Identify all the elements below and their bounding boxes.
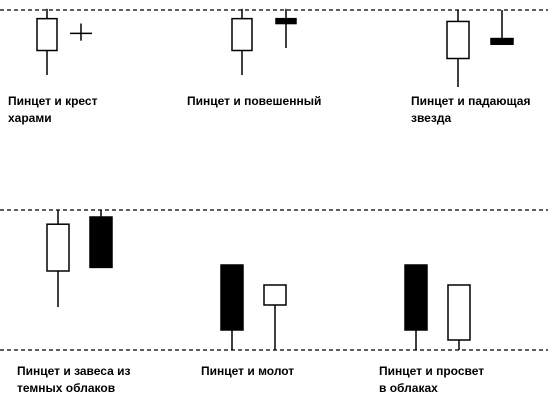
hanging-man-candle-2-bearish-body bbox=[275, 17, 297, 25]
label-tweezers-hammer: Пинцет и молот bbox=[201, 363, 294, 380]
hanging-man-candle-1-bullish-body bbox=[231, 17, 253, 52]
label-line: Пинцет и просвет bbox=[379, 364, 485, 378]
label-line: звезда bbox=[411, 111, 452, 125]
label-line: в облаках bbox=[379, 381, 438, 395]
shooting-star-candle-1-bullish-body bbox=[446, 20, 470, 60]
label-tweezers-harami-cross: Пинцет и крест харами bbox=[8, 93, 97, 127]
label-line: харами bbox=[8, 111, 52, 125]
harami-cross-candle-1-bullish-body bbox=[36, 17, 58, 52]
dark-cloud-cover-candle-2-bearish-body bbox=[89, 216, 113, 269]
dark-cloud-cover-candle-1-bullish-body bbox=[46, 223, 70, 272]
label-tweezers-shooting-star: Пинцет и падающая звезда bbox=[411, 93, 530, 127]
shooting-star-candle-2-bearish-body bbox=[490, 37, 514, 45]
candles-layer bbox=[36, 8, 514, 350]
label-line: Пинцет и падающая bbox=[411, 94, 531, 108]
label-tweezers-hanging-man: Пинцет и повешенный bbox=[187, 93, 321, 110]
piercing-candle-1-bearish-body bbox=[404, 264, 428, 331]
label-tweezers-piercing: Пинцет и просвет в облаках bbox=[379, 363, 484, 397]
hammer-candle-2-bullish-body bbox=[263, 284, 287, 306]
piercing-candle-2-bullish-body bbox=[447, 284, 471, 341]
label-line: темных облаков bbox=[17, 381, 116, 395]
label-line: Пинцет и крест bbox=[8, 94, 98, 108]
label-line: Пинцет и завеса из bbox=[17, 364, 131, 378]
hammer-candle-1-bearish-body bbox=[220, 264, 244, 331]
label-line: Пинцет и повешенный bbox=[187, 94, 322, 108]
label-line: Пинцет и молот bbox=[201, 364, 295, 378]
label-tweezers-dark-cloud-cover: Пинцет и завеса из темных облаков bbox=[17, 363, 130, 397]
